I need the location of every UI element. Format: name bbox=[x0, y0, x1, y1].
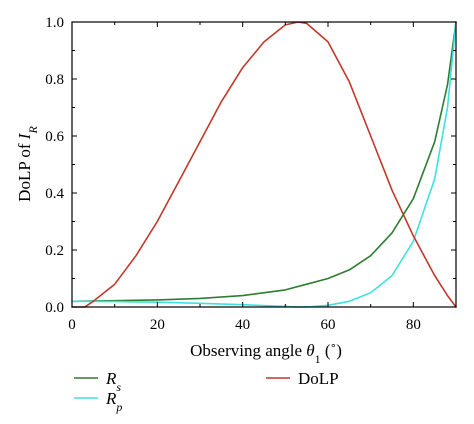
legend-label-rs-var: R bbox=[105, 369, 117, 388]
y-axis-label-var: I bbox=[15, 132, 34, 140]
x-axis-label-var: θ bbox=[306, 341, 314, 360]
x-tick-label: 40 bbox=[235, 317, 250, 333]
legend: Rs Rp DoLP bbox=[74, 369, 339, 414]
y-tick-label: 0.6 bbox=[45, 129, 64, 145]
series-line-dolp bbox=[71, 21, 457, 308]
x-tick-label: 20 bbox=[150, 317, 165, 333]
legend-label-rs: Rs bbox=[105, 369, 121, 394]
y-tick-label: 0.2 bbox=[45, 243, 64, 259]
y-axis-label-main: DoLP of bbox=[15, 139, 34, 202]
series-line-rp bbox=[71, 21, 457, 308]
y-tick-label: 0.4 bbox=[45, 186, 64, 202]
x-tick-label: 0 bbox=[68, 317, 76, 333]
x-axis-label: Observing angle θ1 (˚) bbox=[190, 341, 342, 366]
y-tick-label: 0.8 bbox=[45, 72, 64, 88]
y-axis-label-sub: R bbox=[26, 126, 40, 135]
x-tick-label: 80 bbox=[406, 317, 421, 333]
x-axis-label-unit: (˚) bbox=[321, 341, 342, 360]
x-axis-label-main: Observing angle bbox=[190, 341, 306, 360]
legend-label-rp: Rp bbox=[105, 389, 122, 414]
legend-label-rs-sub: s bbox=[116, 380, 121, 394]
series-line-rs bbox=[71, 21, 457, 303]
legend-label-dolp: DoLP bbox=[298, 369, 339, 388]
y-tick-label: 1.0 bbox=[45, 15, 64, 31]
legend-label-rp-sub: p bbox=[115, 400, 122, 414]
x-axis-label-sub: 1 bbox=[315, 352, 321, 366]
y-tick-label: 0.0 bbox=[45, 300, 64, 316]
x-tick-label: 60 bbox=[321, 317, 336, 333]
y-axis-label: DoLP of IR bbox=[15, 126, 40, 202]
legend-label-rp-var: R bbox=[105, 389, 117, 408]
